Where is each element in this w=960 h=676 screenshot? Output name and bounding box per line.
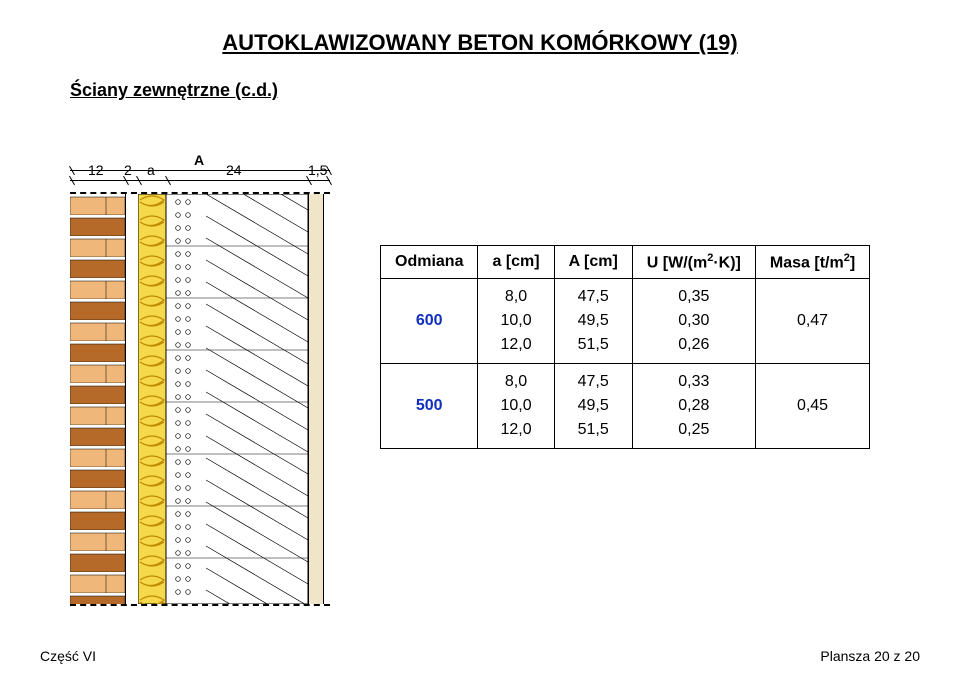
cell-M: 0,47 [755,279,869,364]
col-U: U [W/(m2·K)] [632,246,755,279]
cell-M: 0,45 [755,364,869,449]
plaster-layer [308,194,324,604]
dim-2: 2 [124,162,132,178]
insulation-layer [138,194,166,604]
col-M: Masa [t/m2] [755,246,869,279]
cell-U: 0,35 0,30 0,26 [632,279,755,364]
table-row: 600 8,0 10,0 12,0 47,5 49,5 51,5 0,35 0,… [381,279,870,364]
dim-4: 24 [226,162,242,178]
dim-1: 12 [88,162,104,178]
cell-odm: 600 [381,279,478,364]
dim-3: a [147,162,155,178]
cell-a: 8,0 10,0 12,0 [478,364,554,449]
cell-a: 8,0 10,0 12,0 [478,279,554,364]
footer-right: Plansza 20 z 20 [820,648,920,664]
cell-A: 47,5 49,5 51,5 [554,279,632,364]
cell-U: 0,33 0,28 0,25 [632,364,755,449]
cell-A: 47,5 49,5 51,5 [554,364,632,449]
page: AUTOKLAWIZOWANY BETON KOMÓRKOWY (19) Ści… [0,0,960,676]
page-subtitle: Ściany zewnętrzne (c.d.) [70,80,278,101]
block-layer [166,194,308,604]
table-row: 500 8,0 10,0 12,0 47,5 49,5 51,5 0,33 0,… [381,364,870,449]
properties-table: Odmiana a [cm] A [cm] U [W/(m2·K)] Masa … [380,245,870,449]
col-a: a [cm] [478,246,554,279]
table-header-row: Odmiana a [cm] A [cm] U [W/(m2·K)] Masa … [381,246,870,279]
col-odmiana: Odmiana [381,246,478,279]
wall-layers [70,192,330,606]
brick-layer [70,194,125,604]
wall-diagram: A 12 2 a 24 1,5 [70,130,330,610]
dim-5: 1,5 [308,162,327,178]
dimension-segments: 12 2 a 24 1,5 [70,166,330,194]
col-A: A [cm] [554,246,632,279]
page-title: AUTOKLAWIZOWANY BETON KOMÓRKOWY (19) [0,30,960,56]
cell-odm: 500 [381,364,478,449]
footer-left: Część VI [40,648,96,664]
